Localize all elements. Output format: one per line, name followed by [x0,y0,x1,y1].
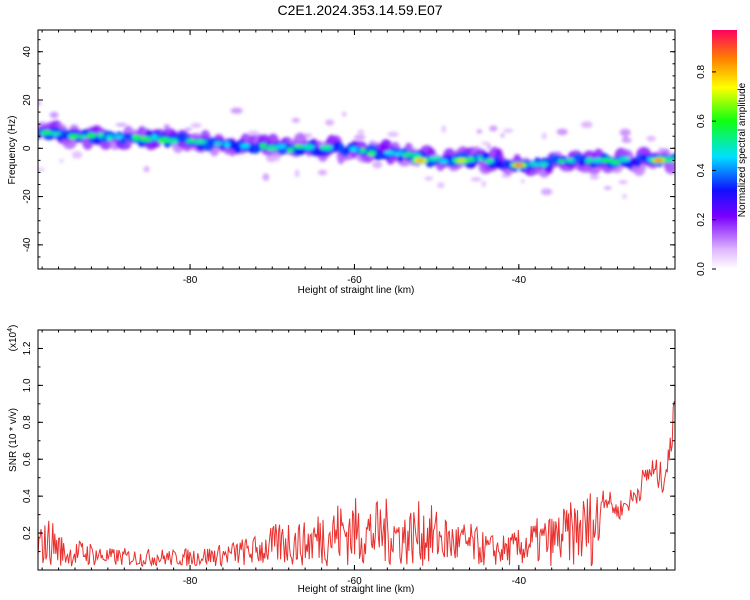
heatmap-cell [528,162,541,167]
heatmap-cell [610,159,622,165]
heatmap-cell [572,153,584,162]
heatmap-cell [67,133,79,140]
heatmap-cell [113,135,124,139]
y-tick-label: 1.0 [22,378,33,392]
heatmap-cell [259,143,267,149]
x-tick-label: -60 [347,275,362,286]
chart-title: C2E1.2024.353.14.59.E07 [277,2,443,18]
heatmap-cell [484,158,495,164]
y-tick-label: 1.2 [22,341,33,355]
y-tick-label: 0.8 [22,415,33,429]
y-tick-label: 20 [22,94,33,106]
heatmap-cell [367,150,377,156]
heatmap-cell [477,156,484,162]
spectrogram-panel: -80 -60 -40 40 20 0 -20 -40 Height of straight… [7,29,676,296]
heatmap-cell [39,130,53,136]
y-tick-label: -40 [22,237,33,252]
heatmap-cell [49,131,61,136]
colorbar-label: Normalized spectral amplitude [737,82,748,217]
x-tick-label: -60 [347,576,362,587]
y-tick-label: 0.4 [22,489,33,503]
y-tick-label: -20 [22,189,33,204]
x-tick-label: -80 [183,576,198,587]
heatmap-cell [302,144,315,150]
heatmap-cell [556,159,567,164]
heatmap-cell [566,158,576,163]
colorbar-tick-label: 0.6 [696,114,707,128]
snr-multiplier-label: (x104) [7,325,19,352]
heatmap-cell [131,134,142,141]
heatmap-peak-core [515,164,523,167]
colorbar-gradient [712,30,737,269]
spectrogram-heatmap [38,101,675,199]
heatmap-cell [157,137,171,144]
heatmap-cell [394,151,404,156]
colorbar-tick-label: 0.0 [696,262,707,276]
y-tick-label: 40 [22,46,33,58]
spectrogram-y-axis-label: Frequency (Hz) [7,116,18,185]
y-tick-label: 0 [22,145,33,151]
heatmap-cell [619,156,631,162]
spectrogram-frame [37,29,676,270]
x-tick-label: -40 [512,275,527,286]
x-tick-label: -80 [183,275,198,286]
heatmap-cell [119,137,127,146]
heatmap-cell [266,145,279,151]
heatmap-cell [78,134,87,139]
heatmap-cell [105,134,114,141]
heatmap-cell [233,145,242,154]
y-tick-label: 0.6 [22,452,33,466]
snr-series-line [38,401,675,568]
snr-panel: -80 -60 -40 1.2 1.0 0.8 0.6 0.4 0.2 Height of s… [7,325,676,595]
heatmap-cell [428,156,442,162]
heatmap-cell [401,152,414,157]
snr-x-axis-label: Height of straight line (km) [298,584,415,595]
heatmap-cell [223,141,231,148]
colorbar-tick-label: 0.4 [696,163,707,177]
snr-frame [37,329,676,571]
heatmap-cell [538,161,549,167]
heatmap-cell [383,150,396,156]
colorbar-tick-label: 0.8 [696,64,707,78]
snr-y-axis-label: SNR (10 * v/v) [8,408,19,472]
heatmap-cell [97,132,104,139]
spectrogram-x-axis-label: Height of straight line (km) [298,285,415,296]
heatmap-cell [600,157,614,163]
heatmap-cell [213,141,223,146]
colorbar-tick-label: 0.2 [696,212,707,226]
y-tick-label: 0.2 [22,526,33,540]
heatmap-cell [151,134,158,141]
colorbar: 0.0 0.2 0.4 0.6 0.8 Normalized spectral ampl… [696,30,748,276]
heatmap-cell [349,146,358,152]
heatmap-cell [275,144,287,149]
heatmap-peak-core [655,159,663,162]
heatmap-cell [167,138,179,144]
heatmap-peak-core [457,159,465,162]
heatmap-cell [439,159,449,164]
heatmap-cell [359,148,367,154]
x-tick-label: -40 [512,576,527,587]
heatmap-cell [319,144,334,151]
heatmap-cell [286,147,294,153]
heatmap-cell [193,139,207,145]
heatmap-cell [584,157,593,164]
heatmap-cell [86,132,97,139]
heatmap-peak-core [416,159,424,162]
spectrogram-blobs [38,101,675,199]
heatmap-cell [139,136,153,143]
heatmap-cell [239,143,251,149]
